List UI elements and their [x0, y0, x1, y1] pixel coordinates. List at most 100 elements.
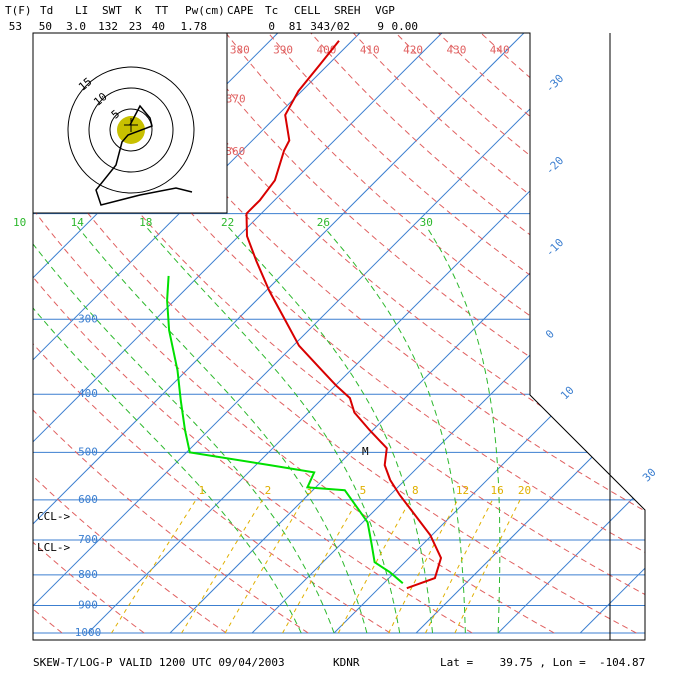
moist-adiabat [33, 226, 335, 634]
moist-adiabat [323, 225, 466, 633]
header-label: SREH [334, 4, 361, 17]
dry-adiabat-label: 380 [230, 44, 250, 57]
mixing-ratio-line [388, 499, 459, 634]
header-value: 53 [9, 20, 22, 33]
dry-adiabat [55, 33, 645, 634]
dry-adiabat [33, 33, 645, 634]
moist-adiabat-label: 22 [221, 216, 234, 229]
mixing-ratio-label: 12 [456, 484, 469, 497]
isotherm [497, 33, 645, 634]
hodograph-ring [88, 87, 174, 173]
isotherm [415, 33, 645, 634]
isobar-label: 400 [78, 387, 98, 400]
header-value: 132 [98, 20, 118, 33]
ccl-label: CCL-> [37, 510, 70, 523]
header-value: 343/02 [310, 20, 350, 33]
temperature-line [245, 40, 443, 590]
header-label: Pw(cm) [185, 4, 225, 17]
dry-adiabat-label: 420 [403, 44, 423, 57]
m-label: M [362, 445, 369, 458]
mixing-ratio-label: 20 [518, 484, 531, 497]
header-label: T(F) [5, 4, 32, 17]
dry-adiabat [33, 33, 555, 634]
isobar-label: 300 [78, 312, 98, 325]
isotherm [33, 33, 525, 634]
header-value: 50 [39, 20, 52, 33]
moist-adiabat-label: 30 [420, 216, 433, 229]
isobar-label: 600 [78, 493, 98, 506]
header-value: 23 [129, 20, 142, 33]
header-label: Td [40, 4, 53, 17]
mixing-ratio-label: 3 [306, 484, 313, 497]
mixing-ratio-label: 5 [360, 484, 367, 497]
dry-adiabat-label: 390 [273, 44, 293, 57]
header-value: 9 [377, 20, 384, 33]
header-label: VGP [375, 4, 395, 17]
mixing-ratio-line [425, 499, 493, 634]
isotherm [33, 33, 607, 634]
mixing-ratio-line [181, 499, 263, 634]
dry-adiabat [97, 33, 645, 634]
header-value: 81 [289, 20, 302, 33]
isobar-label: 800 [78, 568, 98, 581]
dry-adiabat-label: 400 [316, 44, 336, 57]
dry-adiabat-label: 410 [360, 44, 380, 57]
header-label: CAPE [227, 4, 254, 17]
dry-adiabat [33, 33, 227, 634]
mixing-ratio-label: 1 [198, 484, 205, 497]
header-value: 40 [152, 20, 165, 33]
header-label: CELL [294, 4, 321, 17]
moist-adiabat-label: 10 [13, 216, 26, 229]
hodograph-ring [109, 108, 153, 152]
mixing-ratio-line [224, 499, 305, 634]
mixing-ratio-label: 8 [412, 484, 419, 497]
dry-adiabat [33, 33, 473, 634]
header-label: LI [75, 4, 88, 17]
header-label: TT [155, 4, 169, 17]
mixing-ratio-label: 2 [265, 484, 272, 497]
isobar-label: 900 [78, 599, 98, 612]
mixing-ratio-label: 16 [490, 484, 503, 497]
moist-adiabat [425, 226, 501, 633]
header-label: SWT [102, 4, 122, 17]
isotherm [169, 33, 645, 634]
header-value: 0.00 [392, 20, 419, 33]
dry-adiabat-label: 360 [225, 145, 245, 158]
dewpoint-line [166, 275, 404, 584]
dry-adiabat-label: 440 [490, 44, 510, 57]
moist-adiabat [227, 225, 433, 634]
moist-adiabat-label: 14 [71, 216, 85, 229]
moist-adiabat-label: 26 [317, 216, 330, 229]
dry-adiabat-label: 370 [226, 92, 246, 105]
mixing-ratio-line [337, 499, 411, 634]
moist-adiabat-label: 18 [139, 216, 152, 229]
dry-adiabat [33, 33, 637, 634]
center-cross [124, 118, 138, 132]
header-label: K [135, 4, 142, 17]
footer-station: KDNR [333, 656, 360, 669]
header-value: 1.78 [181, 20, 208, 33]
mixing-ratio-line [282, 499, 359, 634]
dry-adiabat [225, 33, 645, 634]
isobar-label: 500 [78, 445, 98, 458]
header-value: 0 [268, 20, 275, 33]
isotherm [33, 33, 361, 634]
isobar-label: 1000 [75, 626, 102, 639]
dry-adiabat-label: 430 [446, 44, 466, 57]
moist-adiabat [76, 225, 368, 634]
lcl-label: LCL-> [37, 541, 70, 554]
mixing-ratio-line [454, 499, 521, 634]
footer-title: SKEW-T/LOG-P VALID 1200 UTC 09/04/2003 [33, 656, 285, 669]
header-value: 3.0 [66, 20, 86, 33]
dry-adiabat [33, 33, 309, 634]
moist-adiabat [33, 226, 302, 634]
hodograph-trace [95, 104, 193, 206]
header-label: Tc [265, 4, 278, 17]
hodograph-ring [67, 66, 195, 194]
isobar-label: 700 [78, 533, 98, 546]
footer-location: Lat = 39.75 , Lon = -104.87 [440, 656, 645, 669]
plot-frame [32, 32, 646, 641]
